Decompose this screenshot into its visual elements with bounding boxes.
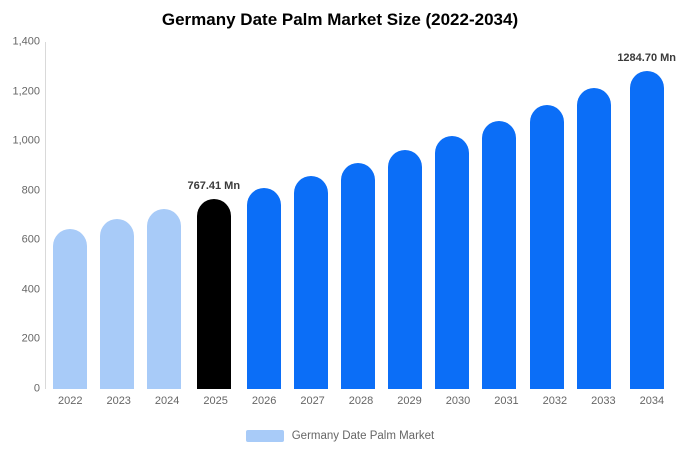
bar-2025: [196, 198, 231, 389]
data-label-2034: 1284.70 Mn: [617, 51, 677, 64]
y-axis-label-200: 200: [21, 332, 40, 345]
bar-slot: [382, 42, 429, 389]
y-axis-label-0: 0: [33, 382, 40, 395]
bar-slot: 767.41 Mn: [187, 42, 240, 389]
bar-2028: [340, 163, 375, 389]
y-axis-label-1,000: 1,000: [12, 134, 40, 147]
bar-2032: [529, 105, 564, 389]
bar-slot: [523, 42, 570, 389]
bar-slot: [46, 42, 93, 389]
data-label-2025: 767.41 Mn: [187, 179, 241, 192]
bar-2027: [293, 175, 328, 389]
y-axis: 0 200 400 600 800 1,000 1,200 1,400: [0, 36, 40, 394]
bar-slot: [334, 42, 381, 389]
bar-2033: [576, 88, 611, 389]
x-axis-label-2028: 2028: [348, 395, 374, 407]
x-axis-label-2026: 2026: [251, 395, 277, 407]
y-axis-label-800: 800: [21, 184, 40, 197]
x-axis-label-2022: 2022: [57, 395, 83, 407]
bar-2024: [146, 209, 181, 389]
x-axis-label-2023: 2023: [106, 395, 131, 407]
bar-slot: [476, 42, 523, 389]
y-axis-label-600: 600: [21, 233, 40, 246]
bar-2026: [246, 187, 281, 389]
bar-2029: [388, 149, 423, 389]
x-axis-label-2030: 2030: [445, 395, 471, 407]
y-axis-label-400: 400: [21, 283, 40, 296]
x-axis-label-2025: 2025: [203, 395, 228, 407]
bar-2034: [629, 70, 664, 389]
legend: Germany Date Palm Market: [0, 430, 680, 442]
x-axis-label-2024: 2024: [154, 395, 180, 407]
bar-2022: [52, 228, 87, 389]
bar-slot: [93, 42, 140, 389]
bar-slot: [140, 42, 187, 389]
x-axis-label-2027: 2027: [300, 395, 325, 407]
y-axis-label-1,200: 1,200: [12, 85, 40, 98]
x-axis-label-2031: 2031: [494, 395, 519, 407]
x-axis-label-2034: 2034: [639, 395, 665, 407]
bar-2031: [482, 120, 517, 389]
x-axis-label-2029: 2029: [397, 395, 422, 407]
bar-2030: [435, 135, 470, 389]
y-axis-line: [45, 42, 46, 389]
x-axis-label-2032: 2032: [542, 395, 568, 407]
bar-slot: [570, 42, 617, 389]
legend-label: Germany Date Palm Market: [291, 430, 435, 442]
x-axis-label-2033: 2033: [591, 395, 616, 407]
bar-2023: [99, 219, 134, 389]
bar-slot: [287, 42, 334, 389]
plot-area: 767.41 Mn 1284.70 Mn: [46, 42, 676, 389]
bar-slot: [240, 42, 287, 389]
y-axis-label-1,400: 1,400: [12, 35, 40, 48]
bar-slot: 1284.70 Mn: [617, 42, 676, 389]
legend-swatch: [245, 430, 284, 442]
bar-slot: [429, 42, 476, 389]
chart-title: Germany Date Palm Market Size (2022-2034…: [161, 10, 519, 29]
x-axis: 2022 2023 2024 2025 2026 2027 2028 2029 2030 2031…: [46, 395, 676, 407]
